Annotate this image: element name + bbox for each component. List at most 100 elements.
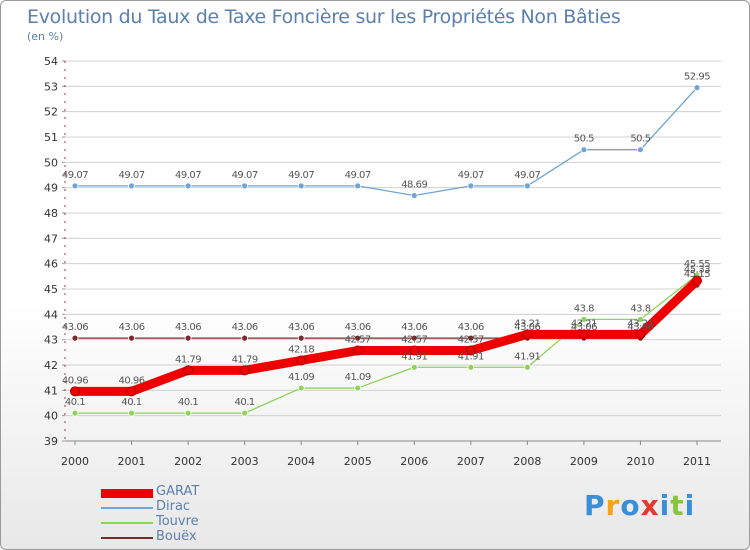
y-unit-label: (en %) <box>27 30 64 43</box>
data-point-dirac <box>467 182 475 190</box>
data-point-garat <box>465 345 476 356</box>
x-tick-label: 2010 <box>626 455 654 468</box>
data-point-dirac <box>410 192 418 199</box>
series-line-garat <box>70 276 702 396</box>
series-layer <box>70 84 702 417</box>
x-tick-label: 2011 <box>683 455 711 468</box>
data-label-garat: 42.57 <box>401 335 427 346</box>
grid <box>65 60 721 442</box>
data-label-garat: 43.21 <box>571 318 597 329</box>
data-point-garat <box>635 329 646 340</box>
data-point-garat <box>692 275 702 286</box>
y-tick-label: 46 <box>44 258 58 271</box>
y-tick-label: 44 <box>44 308 58 321</box>
data-label-touvre: 43.8 <box>630 303 650 314</box>
chart-title: Evolution du Taux de Taxe Foncière sur l… <box>27 6 621 28</box>
data-point-garat <box>522 329 533 340</box>
data-label-garat: 40.96 <box>62 375 88 386</box>
x-tick-label: 2007 <box>457 455 485 468</box>
data-point-bouëx <box>410 334 418 342</box>
x-tick-label: 2000 <box>61 455 89 468</box>
data-label-bouëx: 43.06 <box>571 322 597 333</box>
y-tick-label: 53 <box>44 80 58 93</box>
data-label-garat: 41.79 <box>232 354 258 365</box>
data-label-bouëx: 43.06 <box>175 322 201 333</box>
y-tick-label: 41 <box>44 384 58 397</box>
legend-item-touvre: Touvre <box>101 514 301 530</box>
data-label-garat: 42.18 <box>288 344 314 355</box>
y-tick-label: 42 <box>44 359 58 372</box>
data-labels: 43.06 43.06 43.06 43.06 43.06 43.06 43.06 43.06… <box>62 72 711 409</box>
data-label-touvre: 41.91 <box>401 351 427 362</box>
data-label-touvre: 40.1 <box>65 397 85 408</box>
y-tick-label: 51 <box>44 131 58 144</box>
data-label-dirac: 52.95 <box>684 72 710 83</box>
series-line-touvre <box>74 274 698 414</box>
data-label-garat: 43.21 <box>514 318 540 329</box>
data-label-dirac: 50.5 <box>574 134 594 145</box>
data-point-dirac <box>523 182 531 190</box>
data-point-dirac <box>354 182 362 190</box>
data-label-bouëx: 43.06 <box>118 322 144 333</box>
logo-letter: x <box>640 489 660 522</box>
data-label-touvre: 40.1 <box>235 397 255 408</box>
data-point-garat <box>126 386 137 397</box>
data-point-touvre <box>354 384 362 392</box>
data-label-bouëx: 43.06 <box>232 322 258 333</box>
x-tick-label: 2008 <box>513 455 541 468</box>
legend-swatch-touvre <box>101 522 153 524</box>
data-point-garat <box>409 345 420 356</box>
data-label-bouëx: 43.06 <box>458 322 484 333</box>
data-point-dirac <box>128 182 135 190</box>
logo-letter: t <box>670 489 685 522</box>
legend-label-garat: GARAT <box>156 484 200 499</box>
data-point-garat <box>296 355 307 366</box>
x-tick-label: 2004 <box>287 455 315 468</box>
data-label-dirac: 49.07 <box>62 170 88 181</box>
x-tick-label: 2009 <box>570 455 598 468</box>
data-point-dirac <box>297 182 305 190</box>
data-label-bouëx: 43.06 <box>514 322 540 333</box>
legend-swatch-garat <box>101 488 153 498</box>
data-label-bouëx: 43.06 <box>288 322 314 333</box>
data-label-dirac: 49.07 <box>458 170 484 181</box>
data-point-touvre <box>410 363 418 371</box>
y-tick-label: 52 <box>44 106 58 119</box>
logo-letter: r <box>605 489 621 522</box>
y-tick-label: 50 <box>44 156 58 169</box>
data-label-touvre: 40.1 <box>121 397 141 408</box>
x-tick-label: 2005 <box>344 455 372 468</box>
y-tick-label: 48 <box>44 207 58 220</box>
data-point-garat <box>183 365 194 376</box>
data-label-garat: 42.57 <box>458 335 484 346</box>
y-tick-label: 39 <box>44 435 58 448</box>
data-label-dirac: 49.07 <box>345 170 371 181</box>
legend-swatch-bouëx <box>101 537 153 539</box>
x-tick-label: 2001 <box>118 455 146 468</box>
legend-label-touvre: Touvre <box>156 514 199 529</box>
data-point-dirac <box>693 84 701 91</box>
data-label-touvre: 41.09 <box>288 372 314 383</box>
data-point-touvre <box>184 409 192 417</box>
data-point-touvre <box>297 384 305 392</box>
data-point-touvre <box>637 315 644 323</box>
data-label-garat: 42.57 <box>345 335 371 346</box>
legend-item-garat: GARAT <box>101 484 301 500</box>
legend-swatch-dirac <box>101 507 153 509</box>
data-point-dirac <box>71 182 79 190</box>
legend-item-dirac: Dirac <box>101 499 301 515</box>
data-point-bouëx <box>354 334 362 342</box>
data-point-touvre <box>241 409 249 417</box>
data-label-bouëx: 45.15 <box>684 269 710 280</box>
data-point-touvre <box>523 363 531 371</box>
data-point-touvre <box>467 363 475 371</box>
data-label-bouëx: 43.06 <box>62 322 88 333</box>
data-label-bouëx: 43.06 <box>627 322 653 333</box>
data-point-touvre <box>128 409 135 417</box>
proxiti-logo: Proxiti <box>584 489 695 522</box>
data-point-garat <box>352 345 363 356</box>
series-garat <box>70 275 702 397</box>
x-tick-label: 2002 <box>174 455 202 468</box>
